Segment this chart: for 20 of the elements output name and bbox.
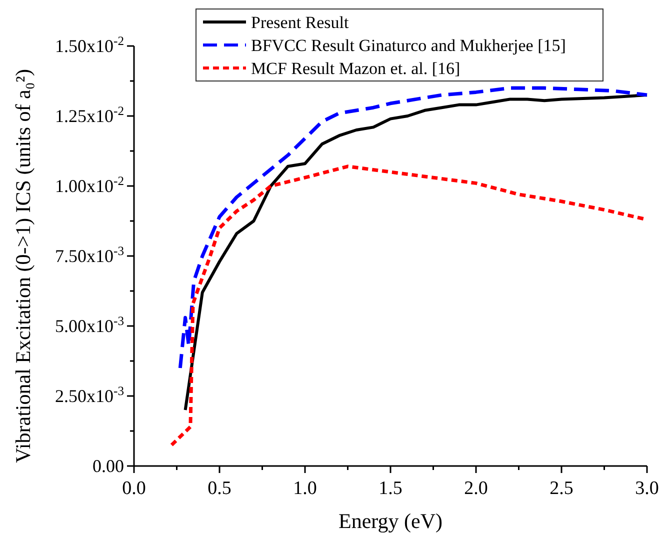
y-tick-label: 0.00 <box>92 456 124 476</box>
legend-label: BFVCC Result Ginaturco and Mukherjee [15] <box>251 36 566 55</box>
legend-label: MCF Result Mazon et. al. [16] <box>251 59 460 78</box>
x-tick-label: 0.0 <box>122 478 146 499</box>
y-axis-title: Vibrational Excitation (0->1) ICS (units of a₀²) <box>11 69 35 463</box>
y-tick-label: 1.00x10$^{-2}$ <box>55 174 124 196</box>
x-tick-label: 3.0 <box>635 478 659 499</box>
y-tick-label: 7.50x10$^{-3}$ <box>55 244 124 266</box>
y-tick-label: 2.50x10$^{-3}$ <box>55 384 124 406</box>
x-tick-label: 1.0 <box>293 478 317 499</box>
x-tick-label: 1.5 <box>378 478 402 499</box>
y-tick-label: 5.00x10$^{-3}$ <box>55 314 124 336</box>
x-tick-label: 2.5 <box>550 478 574 499</box>
y-tick-label: 1.50x10$^{-2}$ <box>55 34 124 56</box>
legend-label: Present Result <box>251 13 350 32</box>
x-axis-title: Energy (eV) <box>338 509 442 533</box>
x-tick-label: 0.5 <box>208 478 232 499</box>
line-series <box>178 86 649 370</box>
x-tick-label: 2.0 <box>464 478 488 499</box>
y-tick-label: 1.25x10$^{-2}$ <box>55 104 124 126</box>
